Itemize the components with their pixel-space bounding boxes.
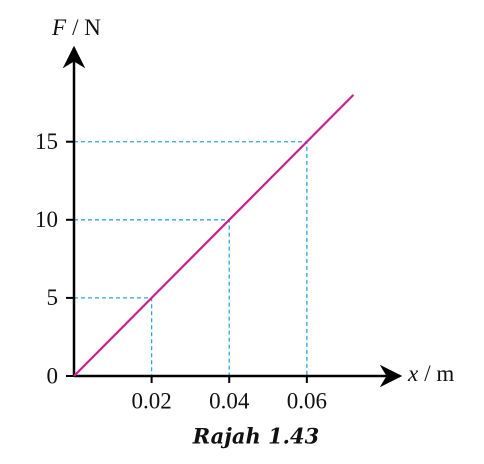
y-axis-label: F / N (51, 15, 101, 40)
caption: Rajah 1.43 (192, 424, 319, 449)
x-tick-label: 0.04 (209, 388, 250, 413)
y-tick-label: 10 (35, 207, 58, 232)
x-unit: / m (424, 361, 454, 386)
y-unit: / N (72, 15, 101, 40)
y-tick-label: 15 (35, 129, 58, 154)
x-symbol: x (407, 361, 419, 386)
x-axis-label: x / m (407, 361, 454, 386)
x-tick-label: 0.02 (131, 388, 171, 413)
y-symbol: F (51, 15, 67, 40)
x-tick-label: 0.06 (287, 388, 327, 413)
y-tick-label: 0 (47, 363, 59, 388)
y-tick-label: 5 (47, 285, 59, 310)
data-line (73, 94, 355, 377)
